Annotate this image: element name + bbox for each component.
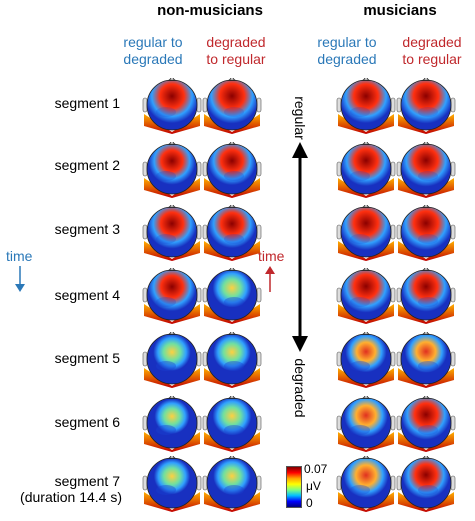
- topomap-seg4-nonmus-d2r: [202, 268, 262, 324]
- topomap-seg1-nonmus-d2r: [202, 78, 262, 134]
- group-title-musicians: musicians: [363, 2, 437, 19]
- segment-label-4: segment 4: [54, 287, 120, 303]
- topomap-seg7-nonmus-d2r: [202, 456, 262, 512]
- axis-label-regular: regular: [292, 96, 308, 140]
- colorbar: [286, 466, 302, 508]
- topomap-seg2-mus-d2r: [396, 142, 456, 198]
- group-title-non-musicians: non-musicians: [157, 2, 263, 19]
- topomap-seg4-mus-r2d: [336, 268, 396, 324]
- topomap-seg6-mus-d2r: [396, 396, 456, 452]
- topomap-seg7-nonmus-r2d: [142, 456, 202, 512]
- topomap-seg2-nonmus-d2r: [202, 142, 262, 198]
- colorbar-unit-label: μV: [306, 479, 321, 493]
- time-label-blue: time: [6, 248, 33, 264]
- time-arrow-down-icon: [14, 266, 26, 297]
- col-head-left-degraded-to-regular-text: degraded to regular: [206, 34, 266, 67]
- topomap-seg2-mus-r2d: [336, 142, 396, 198]
- topomap-seg6-nonmus-r2d: [142, 396, 202, 452]
- topomap-seg5-mus-r2d: [336, 332, 396, 388]
- segment-7-duration-note: (duration 14.4 s): [20, 489, 122, 505]
- col-head-right-degraded-to-regular: degraded to regular: [392, 34, 472, 68]
- topomap-seg3-mus-r2d: [336, 205, 396, 261]
- axis-label-degraded: degraded: [292, 358, 308, 418]
- topomap-seg6-nonmus-d2r: [202, 396, 262, 452]
- segment-label-3: segment 3: [54, 221, 120, 237]
- topomap-seg2-nonmus-r2d: [142, 142, 202, 198]
- topomap-seg5-mus-d2r: [396, 332, 456, 388]
- topomap-seg4-mus-d2r: [396, 268, 456, 324]
- time-label-red: time: [258, 248, 285, 264]
- col-head-right-regular-to-degraded: regular to degraded: [302, 34, 392, 68]
- segment-label-1: segment 1: [54, 95, 120, 111]
- topomap-seg1-mus-d2r: [396, 78, 456, 134]
- topomap-seg4-nonmus-r2d: [142, 268, 202, 324]
- topomap-seg7-mus-r2d: [336, 456, 396, 512]
- col-head-right-degraded-to-regular-text: degraded to regular: [402, 34, 462, 67]
- segment-label-5: segment 5: [54, 350, 120, 366]
- segment-label-7: segment 7: [54, 473, 120, 489]
- colorbar-max-label: 0.07: [304, 462, 328, 476]
- topomap-seg7-mus-d2r: [396, 456, 456, 512]
- topomap-seg3-nonmus-r2d: [142, 205, 202, 261]
- topomap-seg3-nonmus-d2r: [202, 205, 262, 261]
- topomap-seg1-nonmus-r2d: [142, 78, 202, 134]
- topomap-seg3-mus-d2r: [396, 205, 456, 261]
- col-head-left-regular-to-degraded: regular to degraded: [108, 34, 198, 68]
- topomap-seg6-mus-r2d: [336, 396, 396, 452]
- col-head-right-regular-to-degraded-text: regular to degraded: [317, 34, 377, 67]
- segment-label-2: segment 2: [54, 157, 120, 173]
- segment-label-6: segment 6: [54, 414, 120, 430]
- topomap-seg5-nonmus-d2r: [202, 332, 262, 388]
- topomap-seg5-nonmus-r2d: [142, 332, 202, 388]
- colorbar-min-label: 0: [306, 496, 313, 510]
- col-head-left-degraded-to-regular: degraded to regular: [196, 34, 276, 68]
- time-arrow-up-icon: [264, 266, 276, 297]
- topomap-seg1-mus-r2d: [336, 78, 396, 134]
- col-head-left-regular-to-degraded-text: regular to degraded: [123, 34, 183, 67]
- regular-degraded-double-arrow-icon: [290, 142, 310, 357]
